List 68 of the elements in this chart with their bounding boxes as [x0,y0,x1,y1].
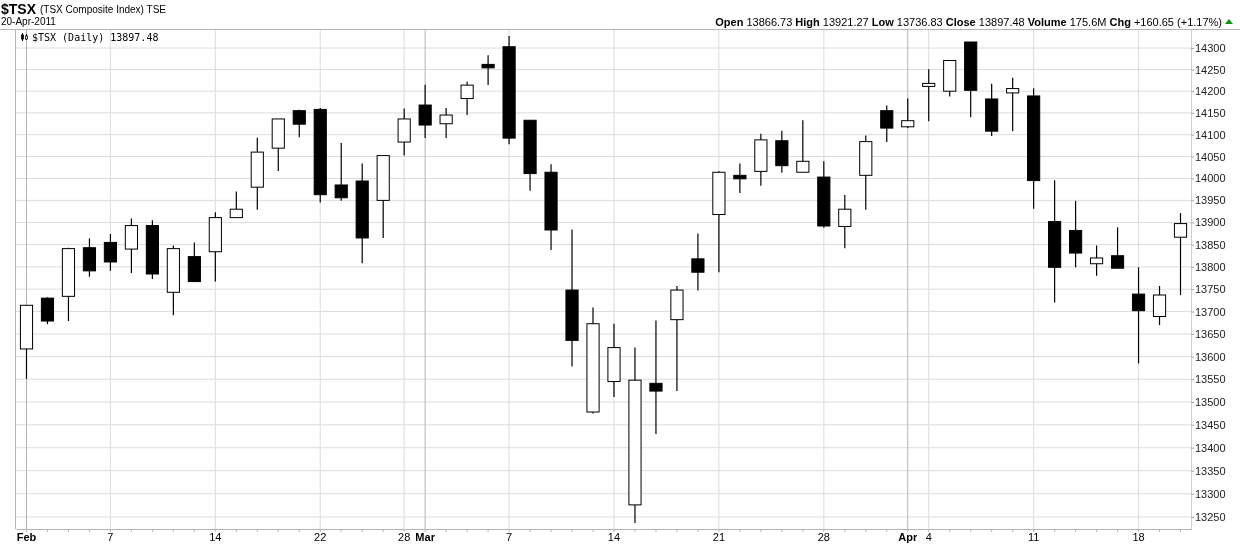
candlestick [1110,226,1125,269]
candlestick [481,54,495,86]
text: Open 13866.73 High 13921.27 Low 13736.83 Close 13897.48 Volume 175.6M Chg +160.65 (+1.17%) [715,16,1222,28]
candlestick [103,233,117,272]
candlestick [901,97,915,129]
y-tick-label: 13400 [1195,441,1226,454]
x-tick-label: 11 [1027,531,1040,544]
y-tick-label: 13850 [1195,238,1226,251]
candlestick [880,104,894,143]
x-tick-label: 21 [712,531,726,544]
candlestick [1131,266,1146,365]
y-tick-label: 14000 [1195,172,1226,185]
y-tick-label: 13900 [1195,216,1226,229]
x-tick-label: 14 [607,531,621,544]
chart-title: $TSX [1,1,37,17]
x-tick-label: Feb [16,531,37,544]
candlestick [649,319,663,435]
x-tick-label: 7 [506,531,513,544]
y-tick-label: 13450 [1195,418,1226,431]
x-tick-label: Mar [415,531,436,544]
y-tick-label: 13600 [1195,350,1226,363]
candlestick [1069,200,1083,268]
y-tick-label: 13550 [1195,373,1226,386]
x-tick-label: 14 [209,531,222,544]
candlestick [439,107,453,139]
candlestick [1006,77,1020,132]
y-tick-label: 13350 [1195,464,1226,477]
y-tick-label: 13950 [1195,194,1226,207]
x-tick-label: 18 [1132,531,1145,544]
candlestick [1173,212,1188,296]
y-tick-label: 14300 [1195,42,1226,55]
candlestick [733,162,747,194]
candlestick [397,107,411,157]
candlestick [40,296,55,325]
legend-label: $TSX (Daily) 13897.48 [32,32,159,43]
y-tick-label: 13300 [1195,487,1226,500]
candlestick [418,84,432,139]
text: 20-Apr-2011 [1,16,57,27]
candlestick [292,109,306,138]
candlestick [838,194,852,249]
candlestick [229,190,243,219]
y-tick-label: 14050 [1195,150,1226,163]
y-tick-label: 13800 [1195,260,1226,273]
x-tick-label: 22 [314,531,327,544]
x-tick-label: Apr [898,531,918,544]
y-tick-label: 13650 [1195,328,1226,341]
candlestick [1152,285,1167,326]
y-tick-label: 13250 [1195,510,1226,523]
y-tick-label: 13700 [1195,305,1226,318]
y-tick-label: 14100 [1195,128,1226,141]
chart-subtitle: (TSX Composite Index) TSE [40,4,167,15]
y-tick-label: 13750 [1195,283,1226,296]
x-tick-label: 7 [107,531,114,544]
candlestick [1090,244,1104,277]
candlestick [460,81,474,116]
x-tick-label: 4 [925,531,932,544]
y-tick-label: 14250 [1195,63,1226,76]
candlestick [334,142,348,202]
candlestick [922,68,936,122]
candlestick [796,119,810,173]
y-tick-label: 14200 [1195,85,1226,98]
x-tick-label: 28 [398,531,411,544]
y-tick-label: 13500 [1195,396,1226,409]
x-tick-label: 28 [817,531,830,544]
y-tick-label: 14150 [1195,106,1226,119]
candlestick [691,232,705,292]
candlestick [82,237,97,278]
candlestick [124,217,138,274]
